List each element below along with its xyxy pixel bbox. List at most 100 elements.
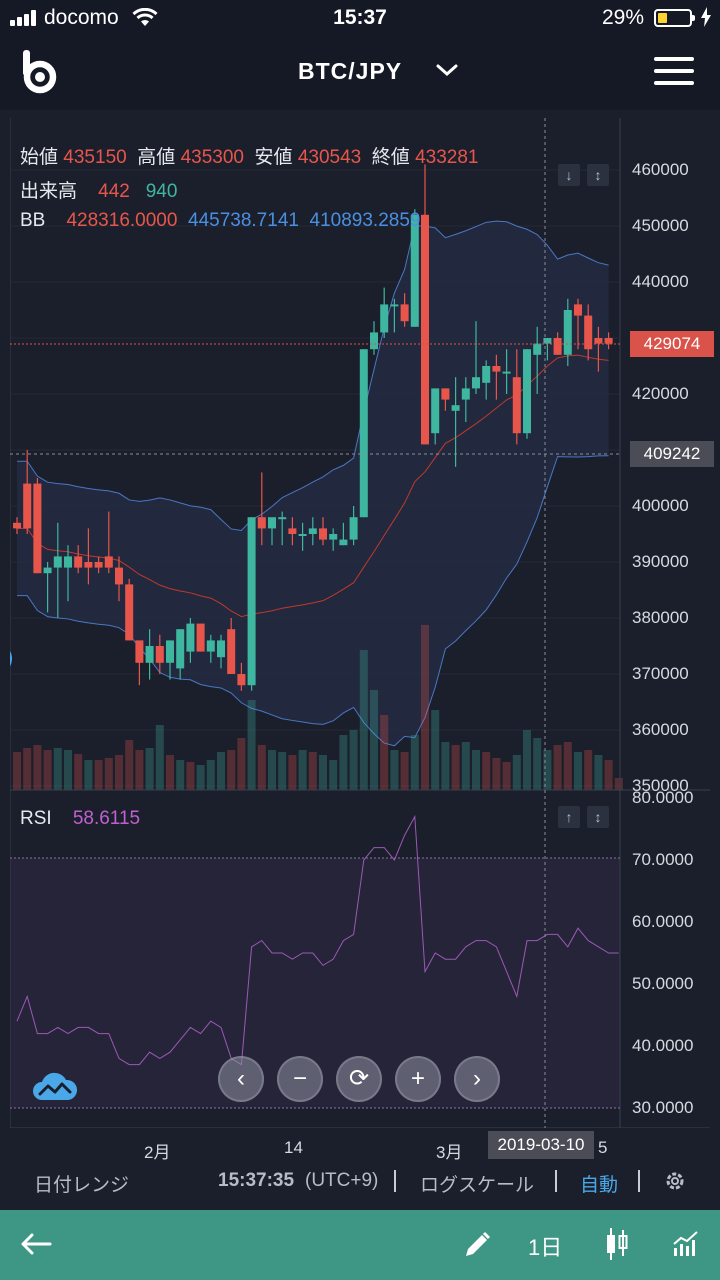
candle-body (135, 640, 144, 663)
price-axis-label: 400000 (632, 496, 689, 515)
x-label-14: 14 (284, 1138, 303, 1157)
bb-band-fill (17, 221, 609, 746)
low-value: 430543 (297, 147, 362, 168)
zoom-in-button[interactable]: + (395, 1056, 441, 1102)
candle-body (33, 483, 42, 574)
hamburger-menu-icon[interactable] (654, 56, 694, 86)
pan-left-button[interactable]: ‹ (218, 1056, 264, 1102)
volume-bar (23, 748, 32, 790)
volume-bar (64, 750, 72, 790)
timezone-label: (UTC+9) (305, 1170, 379, 1191)
rsi-axis-label: 80.0000 (632, 788, 694, 807)
current-price-tag: 429074 (630, 331, 714, 357)
candle-body (145, 646, 154, 663)
volume-bar (196, 765, 205, 790)
rsi-axis-label: 70.0000 (632, 850, 694, 869)
candle-body (451, 405, 460, 411)
candle-body (533, 343, 542, 355)
volume-bar (125, 740, 134, 790)
volume-info: 出来高 442 940 (20, 181, 178, 202)
candle-body (196, 623, 205, 652)
volume-bar (217, 752, 225, 790)
volume-bar (482, 752, 491, 790)
volume-bar (431, 710, 440, 790)
candle-body (339, 539, 348, 546)
expand-vertical-icon[interactable]: ↕ (587, 806, 609, 828)
volume-bar (553, 745, 562, 790)
candle-body (543, 338, 552, 344)
indicator-chart-icon[interactable] (672, 1230, 700, 1258)
x-label-mar: 3月 (436, 1143, 463, 1162)
candle-body (512, 377, 521, 434)
volume-bar (166, 755, 174, 790)
bitbank-logo-icon[interactable] (20, 50, 62, 94)
candle-body (206, 640, 215, 652)
pencil-draw-icon[interactable] (462, 1230, 492, 1260)
rsi-value: 58.6115 (72, 808, 141, 829)
candle-body (227, 629, 236, 674)
volume-bar (288, 755, 297, 790)
log-scale-button[interactable]: ログスケール (420, 1175, 535, 1196)
reset-button[interactable]: ⟳ (336, 1056, 382, 1102)
volume-bar (53, 748, 62, 790)
volume-bar (237, 738, 246, 790)
date-range-button[interactable]: 日付レンジ (34, 1175, 130, 1196)
price-axis-label: 450000 (632, 216, 689, 235)
bb-mid-value: 428316.0000 (66, 210, 178, 231)
volume-bar (523, 730, 531, 790)
scroll-down-icon[interactable]: ↓ (558, 164, 580, 186)
pan-right-button[interactable]: › (454, 1056, 500, 1102)
volume-bar (390, 750, 399, 790)
candle-body (237, 674, 246, 686)
carrier-name: docomo (44, 6, 119, 29)
zoom-out-button[interactable]: − (277, 1056, 323, 1102)
cellular-signal-icon (10, 10, 40, 26)
expand-vertical-icon[interactable]: ↕ (587, 164, 609, 186)
interval-selector[interactable]: 1日 (528, 1235, 563, 1260)
candle-body (472, 377, 480, 389)
volume-bar (278, 752, 287, 790)
back-arrow-icon[interactable] (20, 1232, 52, 1256)
candle-body (43, 567, 52, 574)
volume-bar (451, 745, 460, 790)
volume-bar (472, 750, 480, 790)
candle-body (421, 214, 429, 445)
volume-bar (84, 760, 93, 790)
volume-bar (257, 745, 266, 790)
candle-body (308, 528, 317, 534)
volume-bar (298, 750, 307, 790)
volume-bar (74, 754, 83, 790)
bb-mid-line (17, 354, 609, 618)
candle-body (359, 349, 368, 518)
pair-selector[interactable]: BTC/JPY (298, 58, 403, 84)
chevron-down-icon[interactable] (434, 60, 460, 80)
settings-gear-icon[interactable] (664, 1170, 686, 1192)
candle-body (155, 646, 164, 663)
open-value: 435150 (63, 147, 127, 168)
volume-bar (604, 760, 613, 790)
price-axis-label: 350000 (632, 776, 689, 795)
candle-body (125, 584, 134, 641)
volume-bar (533, 738, 542, 790)
candlestick-chart-icon[interactable] (604, 1226, 630, 1262)
scroll-up-icon[interactable]: ↑ (558, 806, 580, 828)
rsi-axis-label: 60.0000 (632, 912, 694, 931)
price-axis-label: 420000 (632, 384, 689, 403)
candle-body (563, 310, 572, 355)
volume-bar (43, 750, 52, 790)
auto-scale-button[interactable]: 自動 (580, 1175, 619, 1196)
candle-body (247, 517, 256, 686)
candle-body (53, 556, 62, 568)
chart-area[interactable]: 始値 435150 高値 435300 安値 430543 終値 433281 … (10, 118, 714, 1128)
bb-lower-line (17, 455, 609, 747)
price-chart[interactable] (10, 118, 710, 1128)
candle-body (461, 388, 470, 400)
bottom-tab-bar: 1日 (0, 1210, 720, 1280)
candle-body (298, 534, 307, 536)
cloud-chart-icon[interactable] (32, 1072, 78, 1102)
candle-body (268, 517, 276, 529)
candle-body (257, 517, 266, 529)
candle-body (319, 528, 327, 540)
price-axis-label: 380000 (632, 608, 689, 627)
volume-bar (13, 752, 21, 790)
